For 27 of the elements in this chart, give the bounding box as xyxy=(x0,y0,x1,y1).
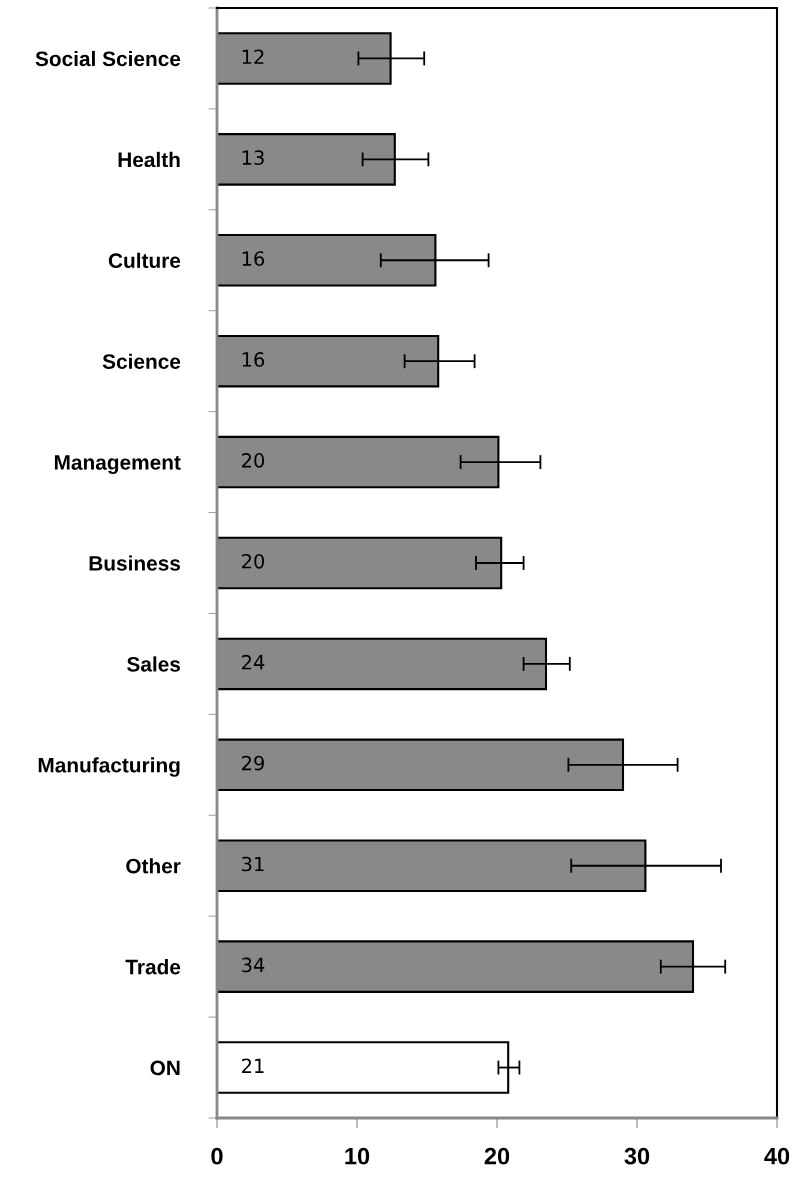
x-tick-label: 40 xyxy=(764,1147,790,1165)
y-tick-label: Other xyxy=(126,858,181,874)
data-label: 16 xyxy=(242,251,265,266)
data-label: 13 xyxy=(242,150,264,166)
data-label: 20 xyxy=(242,553,265,569)
x-tick-label: 20 xyxy=(484,1147,510,1165)
data-label: 21 xyxy=(242,1058,264,1073)
y-tick-label: Sales xyxy=(127,656,181,672)
y-tick-label: Business xyxy=(89,555,181,571)
y-tick-label: Science xyxy=(102,353,181,369)
y-tick-label: Culture xyxy=(108,252,181,269)
y-tick-label: Trade xyxy=(125,959,181,975)
data-label: 20 xyxy=(242,453,265,468)
y-tick-label: ON xyxy=(150,1060,180,1076)
y-tick-label: Manufacturing xyxy=(38,757,180,777)
y-tick-label: Management xyxy=(54,455,181,475)
y-tick-label: Social Science xyxy=(35,50,181,67)
x-tick-label: 10 xyxy=(345,1147,370,1165)
data-label: 34 xyxy=(242,957,265,973)
x-tick-label: 0 xyxy=(211,1147,223,1165)
data-label: 29 xyxy=(242,755,264,771)
data-label: 12 xyxy=(242,49,264,64)
x-tick-label: 30 xyxy=(624,1147,650,1165)
data-label: 31 xyxy=(242,856,264,872)
y-tick-label: Health xyxy=(118,151,180,168)
data-label: 24 xyxy=(242,654,265,670)
data-label: 16 xyxy=(242,352,265,367)
